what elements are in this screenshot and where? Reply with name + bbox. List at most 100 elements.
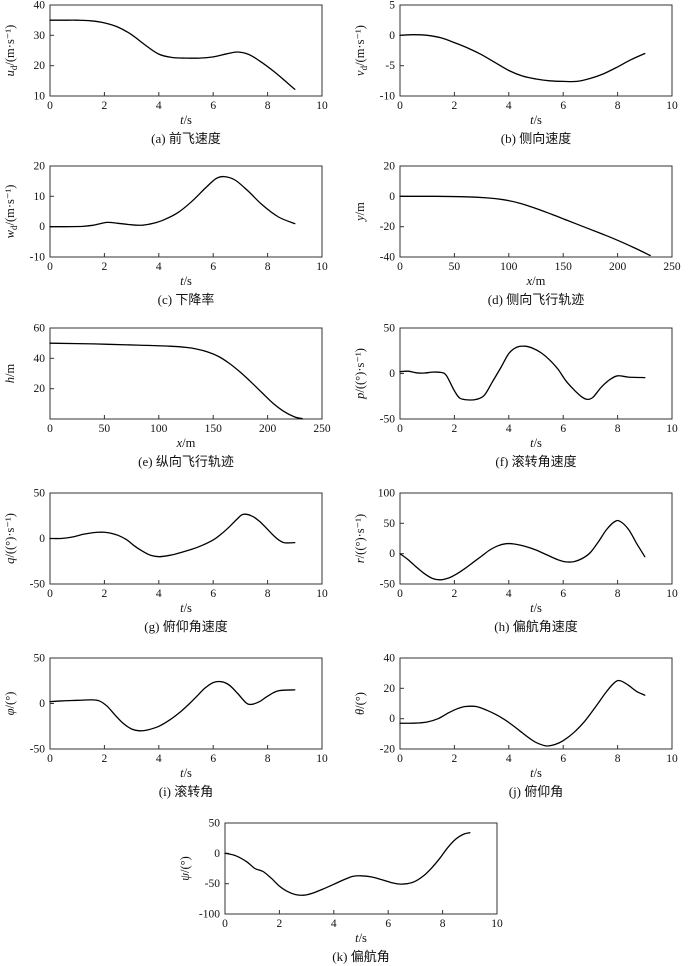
plot-box	[399, 327, 673, 420]
subplot-a-caption: (a) 前飞速度	[151, 131, 221, 146]
y-axis-label: ud/(m·s⁻¹)	[3, 25, 19, 77]
x-tick-label: 8	[265, 753, 271, 765]
x-tick-label: 0	[397, 423, 403, 435]
subplot-f-plot: 0 2 4 6 8 10 -50 0 50 t/s p/((°)·s⁻¹)	[350, 323, 694, 453]
y-tick-label: -50	[380, 414, 396, 426]
y-tick-label: 0	[39, 533, 45, 545]
x-tick-label: 100	[500, 261, 518, 273]
y-tick-label: 5	[389, 0, 395, 12]
subplot-b-caption: (b) 侧向速度	[500, 131, 572, 146]
data-curve	[224, 832, 471, 896]
subplot-i-caption: (i) 滚转角	[158, 784, 214, 799]
subplot-c-caption: (c) 下降率	[157, 292, 215, 307]
y-tick-label: 50	[34, 488, 46, 500]
subplot-g-plot: 0 2 4 6 8 10 -50 0 50 t/s q/((°)·s⁻¹)	[0, 488, 344, 618]
y-tick-label: 20	[384, 161, 396, 173]
x-tick-label: 4	[331, 918, 337, 930]
subplot-k-plot: 0 2 4 6 8 10 -100 -50 0 50 t/s ψ/(°)	[175, 818, 519, 948]
y-axis-label: vd/(m·s⁻¹)	[353, 25, 369, 76]
y-tick-label: -20	[380, 744, 396, 756]
x-tick-label: 8	[615, 753, 621, 765]
subplot-c-plot: 0 2 4 6 8 10 -10 0 10 20 t/s wd/(m·s⁻¹)	[0, 161, 344, 291]
plot-box	[49, 657, 323, 750]
x-tick-label: 8	[265, 261, 271, 273]
x-tick-label: 2	[102, 588, 108, 600]
x-axis-label: x/m	[526, 274, 546, 288]
y-tick-label: 40	[384, 653, 396, 665]
data-curve	[399, 34, 646, 83]
x-tick-label: 8	[615, 100, 621, 112]
x-tick-label: 8	[440, 918, 446, 930]
subplot-j-plot: 0 2 4 6 8 10 -20 0 20 40 t/s θ/(°)	[350, 653, 694, 783]
subplot-j-caption: (j) 俯仰角	[508, 784, 564, 799]
y-axis-label: h/m	[3, 364, 17, 384]
plot-box	[399, 165, 673, 258]
plot-box	[49, 165, 323, 258]
y-tick-label: 20	[34, 60, 46, 72]
subplot-d-caption: (d) 侧向飞行轨迹	[487, 292, 585, 307]
x-tick-label: 200	[609, 261, 627, 273]
y-tick-label: 100	[378, 488, 396, 500]
x-tick-label: 0	[47, 753, 53, 765]
y-axis-label: wd/(m·s⁻¹)	[3, 185, 19, 239]
y-tick-label: -20	[380, 221, 396, 233]
y-axis-label: r/((°)·s⁻¹)	[353, 514, 367, 563]
data-curve	[49, 513, 296, 558]
x-tick-label: 4	[506, 753, 512, 765]
y-tick-label: -40	[380, 252, 396, 264]
data-curve	[399, 679, 646, 747]
data-curve	[399, 195, 651, 257]
plot-box	[49, 492, 323, 585]
x-tick-label: 0	[397, 753, 403, 765]
y-tick-label: 0	[389, 191, 395, 203]
x-tick-label: 10	[316, 588, 328, 600]
subplot-e-caption: (e) 纵向飞行轨迹	[138, 454, 234, 469]
data-curve	[399, 519, 646, 581]
x-tick-label: 6	[385, 918, 391, 930]
y-tick-label: 10	[34, 91, 46, 103]
chart-svg: 0 2 4 6 8 10 -100 -50 0 50 t/s ψ/(°)	[178, 818, 503, 945]
x-tick-label: 250	[313, 423, 331, 435]
figure-row-2: 0 2 4 6 8 10 -10 0 10 20 t/s wd/(m·s⁻¹) (c) 下降率 0 50…	[0, 148, 700, 310]
y-tick-label: -10	[30, 252, 46, 264]
x-tick-label: 6	[210, 100, 216, 112]
x-tick-label: 10	[491, 918, 503, 930]
chart-svg: 0 2 4 6 8 10 -10 -5 0 5 t/s vd/(m·s⁻¹)	[353, 0, 678, 127]
x-axis-label: t/s	[180, 601, 192, 615]
y-tick-label: 50	[384, 323, 396, 335]
x-tick-label: 10	[316, 261, 328, 273]
x-tick-label: 2	[452, 423, 458, 435]
x-tick-label: 4	[506, 588, 512, 600]
subplot-b: 0 2 4 6 8 10 -10 -5 0 5 t/s vd/(m·s⁻¹) (b) 侧向速度	[350, 0, 700, 148]
x-tick-label: 0	[397, 100, 403, 112]
y-tick-label: 10	[34, 191, 46, 203]
y-tick-label: 50	[384, 518, 396, 530]
x-tick-label: 10	[316, 753, 328, 765]
subplot-d: 0 50 100 150 200 250 -40 -20 0 20 x/m y/m (d) 侧向飞行轨…	[350, 148, 700, 310]
y-axis-label: y/m	[353, 202, 367, 223]
y-tick-label: -50	[30, 744, 46, 756]
data-curve	[49, 342, 304, 420]
x-tick-label: 10	[316, 100, 328, 112]
x-tick-label: 50	[449, 261, 461, 273]
subplot-a: 0 2 4 6 8 10 10 20 30 40 t/s ud/(m·s⁻¹) (a) 前飞速度	[0, 0, 350, 148]
x-tick-label: 2	[452, 753, 458, 765]
x-tick-label: 4	[506, 100, 512, 112]
x-tick-label: 2	[102, 753, 108, 765]
plot-box	[49, 327, 323, 420]
x-axis-label: t/s	[355, 931, 367, 945]
subplot-i: 0 2 4 6 8 10 -50 0 50 t/s φ/(°) (i) 滚转角	[0, 640, 350, 805]
x-tick-label: 4	[506, 423, 512, 435]
x-tick-label: 6	[560, 753, 566, 765]
y-tick-label: 20	[34, 161, 46, 173]
subplot-h: 0 2 4 6 8 10 -50 0 50 100 t/s r/((°)·s⁻¹) (h) 偏航角速度	[350, 475, 700, 640]
chart-svg: 0 50 100 150 200 250 20 40 60 x/m h/m	[3, 323, 331, 450]
x-tick-label: 6	[210, 261, 216, 273]
x-tick-label: 6	[560, 100, 566, 112]
x-tick-label: 50	[99, 423, 111, 435]
x-axis-label: t/s	[530, 766, 542, 780]
